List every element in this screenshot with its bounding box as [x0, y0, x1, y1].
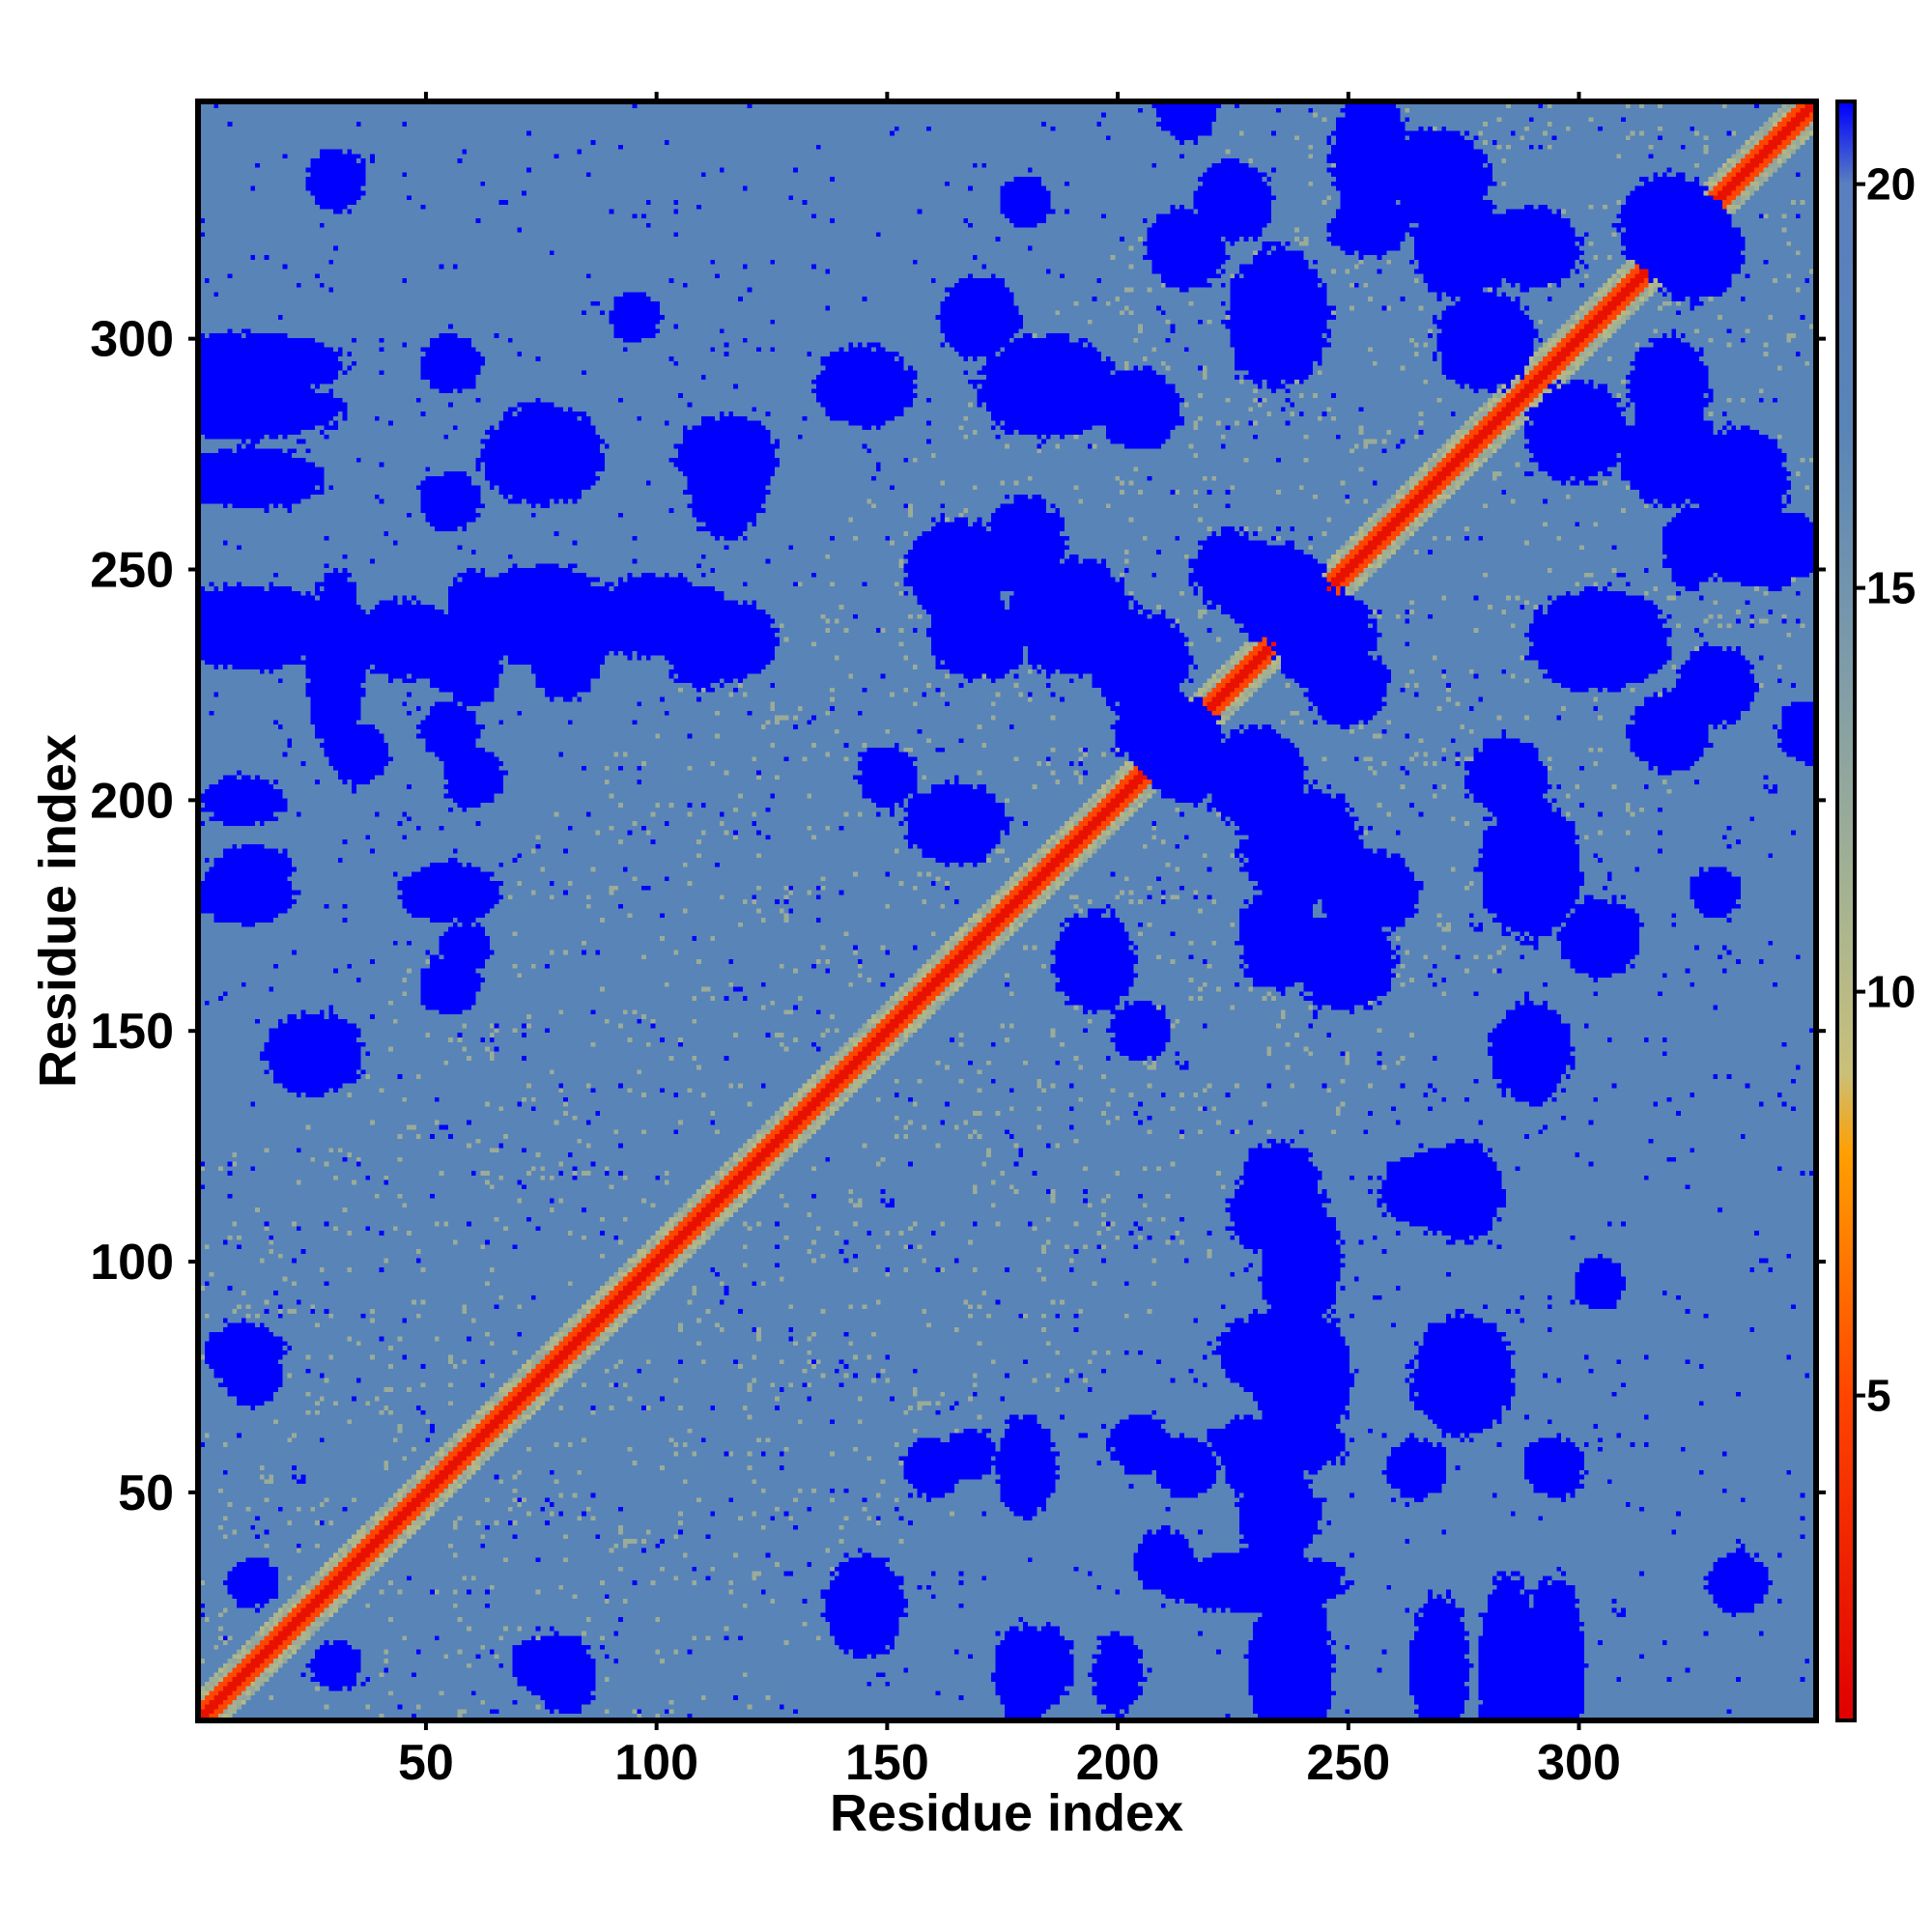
tick-label: 100 [90, 1235, 174, 1291]
y-axis-title: Residue index [29, 734, 87, 1088]
heatmap-cells [200, 103, 1814, 1719]
heatmap-area [195, 99, 1819, 1723]
colorbar-gradient [1838, 103, 1854, 1719]
y-axis-ticks: 50 100 150 200 250 300 [90, 312, 1826, 1521]
tick-label: 300 [1537, 1735, 1621, 1791]
tick-label: 150 [845, 1735, 929, 1791]
tick-label: 5 [1866, 1371, 1891, 1421]
colorbar-ticks: 5 10 15 20 [1856, 159, 1916, 1421]
x-axis-title: Residue index [830, 1784, 1183, 1842]
tick-label: 50 [118, 1465, 174, 1521]
tick-label: 20 [1866, 159, 1916, 210]
tick-label: 150 [90, 1004, 174, 1060]
tick-label: 15 [1866, 563, 1916, 613]
x-axis-ticks: 50 100 150 200 250 300 [398, 92, 1621, 1791]
colorbar-frame [1835, 99, 1857, 1722]
tick-label: 300 [90, 312, 174, 368]
plot-frame [195, 99, 1819, 1723]
colorbar: 5 10 15 20 [1835, 99, 1916, 1722]
tick-label: 200 [1076, 1735, 1160, 1791]
tick-label: 200 [90, 773, 174, 829]
tick-label: 250 [90, 542, 174, 598]
tick-label: 10 [1866, 967, 1916, 1017]
tick-label: 250 [1306, 1735, 1390, 1791]
tick-label: 100 [614, 1735, 698, 1791]
tick-label: 50 [398, 1735, 454, 1791]
